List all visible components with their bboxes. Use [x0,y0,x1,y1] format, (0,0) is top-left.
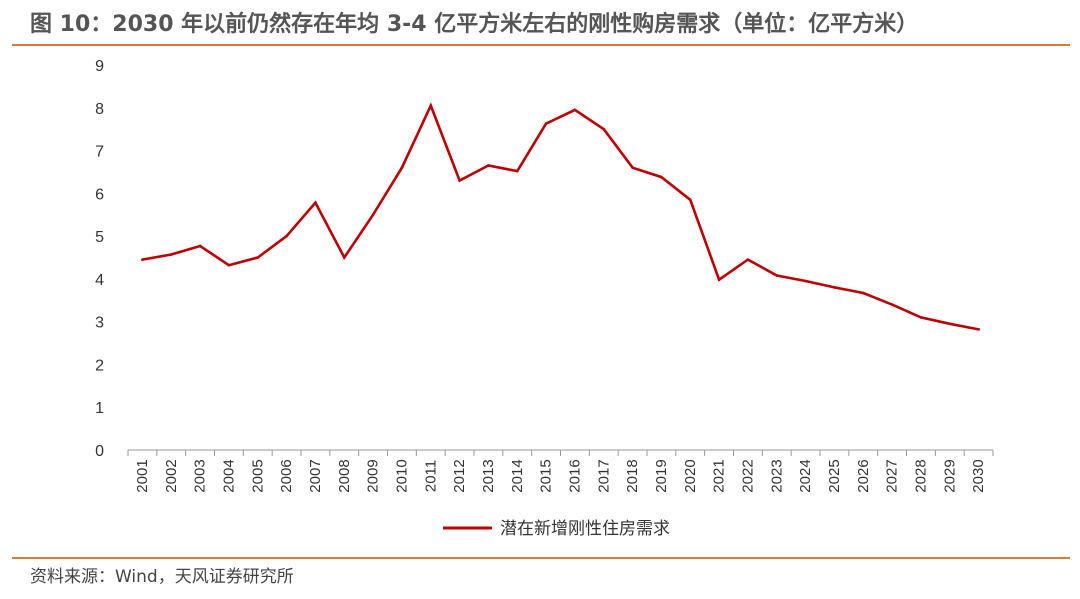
bottom-divider [12,557,1070,559]
data-point [977,328,980,331]
y-tick-label: 3 [95,315,104,332]
data-point [198,244,202,248]
y-tick-label: 6 [95,186,104,203]
x-axis: 2001 2002 2003 2004 2005 2006 2007 2008 2009 2010… [127,449,994,493]
y-tick-label: 0 [95,443,104,460]
x-tick-label: 2030 [970,459,987,492]
top-divider [12,44,1070,46]
y-tick-label: 7 [95,144,104,161]
x-tick-label: 2017 [595,459,612,492]
data-point [285,234,288,238]
data-point [371,213,375,217]
data-point [544,122,548,125]
x-tick-label: 2009 [365,459,382,492]
x-tick-label: 2008 [336,459,353,492]
data-point [746,258,750,261]
y-axis: 0 1 2 3 4 5 6 7 8 9 [95,58,104,460]
x-tick-label: 2002 [163,459,180,492]
x-tick-label: 2020 [682,459,699,492]
x-tick-label: 2005 [249,459,266,492]
x-tick-label: 2028 [912,459,929,492]
data-point [919,316,923,319]
data-point [314,201,317,205]
data-point [400,166,404,169]
legend: 潜在新增刚性住房需求 [443,519,670,539]
legend-label: 潜在新增刚性住房需求 [500,519,670,539]
x-tick-label: 2003 [192,459,209,492]
chart-title: 图 10：2030 年以前仍然存在年均 3-4 亿平方米左右的刚性购房需求（单位… [30,12,919,37]
y-tick-label: 8 [95,101,104,118]
x-tick-label: 2023 [768,459,785,492]
x-tick-label: 2007 [307,459,324,492]
x-tick-label: 2025 [826,459,843,492]
data-point [602,127,606,131]
x-tick-label: 2026 [855,459,872,492]
data-point [861,291,865,295]
data-point [890,303,894,306]
data-point [141,258,144,261]
data-point [227,263,231,267]
x-tick-label: 2021 [711,459,728,492]
series-line [141,102,980,331]
data-point [256,256,260,259]
x-tick-label: 2013 [480,459,497,492]
data-point [660,175,663,179]
x-tick-label: 2022 [739,459,756,492]
data-point [515,169,519,173]
data-point [948,322,952,326]
data-point [573,108,577,112]
y-tick-label: 5 [95,229,104,246]
y-tick-label: 9 [95,58,104,75]
data-point [688,198,692,202]
x-tick-label: 2027 [884,459,901,492]
y-tick-label: 1 [95,400,104,417]
data-point [804,279,807,283]
data-point [487,164,490,167]
data-point [631,166,634,169]
x-tick-label: 2006 [278,459,295,492]
x-tick-label: 2001 [134,459,151,492]
data-point [833,286,836,289]
x-tick-label: 2018 [624,459,641,492]
data-point [775,274,779,277]
x-tick-label: 2016 [566,459,583,492]
series-layer [141,102,980,331]
x-tick-label: 2015 [538,459,555,492]
x-tick-label: 2019 [653,459,670,492]
y-tick-label: 2 [95,357,104,374]
x-tick-label: 2012 [451,459,468,492]
x-tick-label: 2014 [509,459,526,492]
x-tick-label: 2011 [422,460,439,492]
source-note: 资料来源：Wind，天风证券研究所 [30,567,294,587]
data-point [342,256,346,259]
x-tick-label: 2010 [393,459,410,492]
x-tick-label: 2029 [941,459,958,492]
data-point [429,104,433,107]
x-tick-label: 2004 [220,459,237,492]
data-point [717,278,721,282]
data-point [458,179,461,182]
y-tick-label: 4 [95,272,104,289]
x-tick-label: 2024 [797,459,814,492]
data-point [169,253,173,256]
